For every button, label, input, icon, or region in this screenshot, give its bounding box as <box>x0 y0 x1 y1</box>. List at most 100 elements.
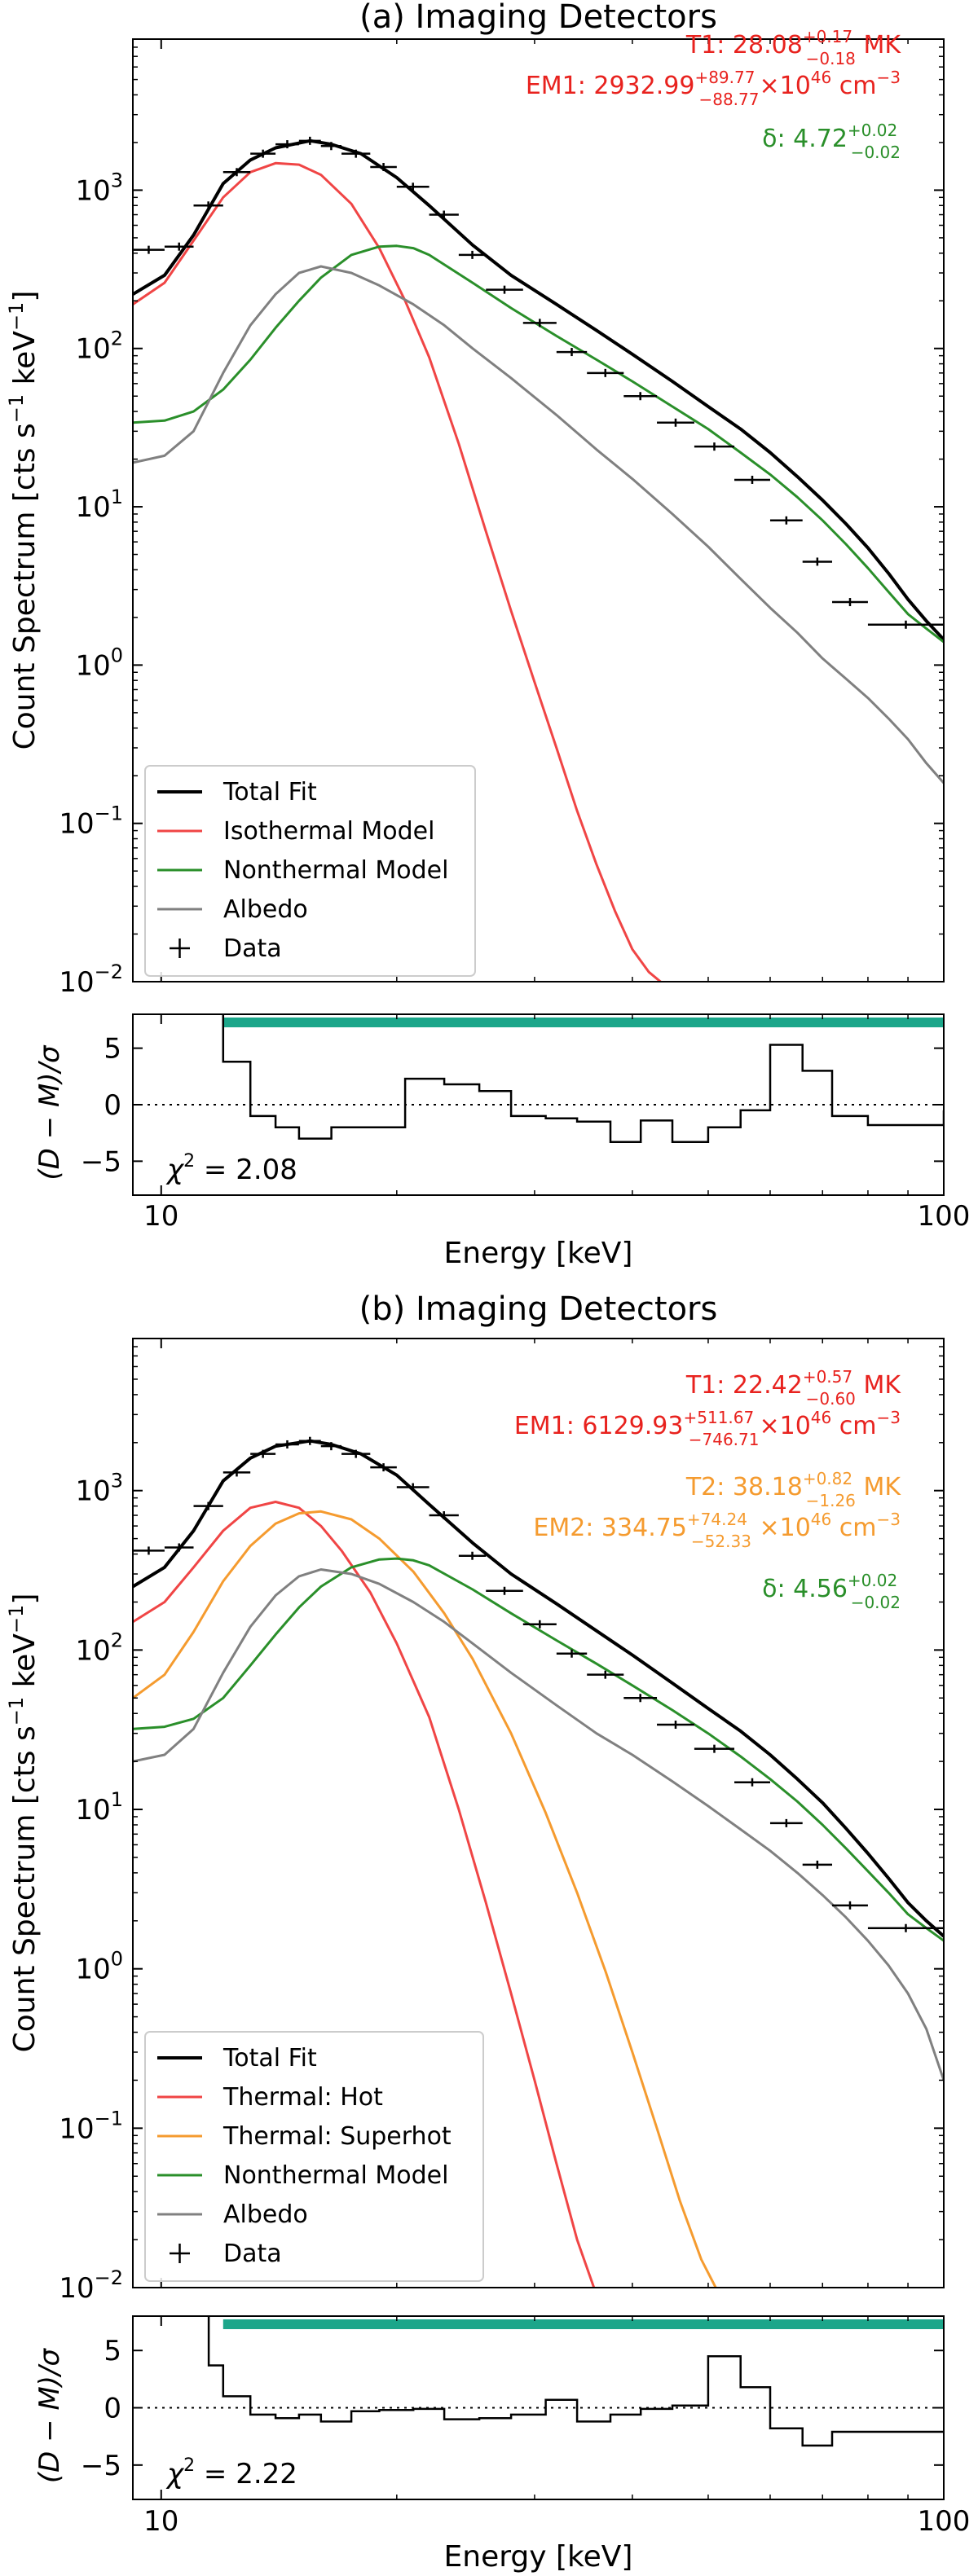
annotation-lower-error: −746.71 <box>689 1430 760 1449</box>
legend-label: Total Fit <box>222 2044 317 2073</box>
y-tick-base: 10 <box>75 491 110 524</box>
y-tick-base: 10 <box>75 174 110 207</box>
annotation-unit: cm <box>831 72 876 100</box>
y-label-sup: −1 <box>5 394 28 423</box>
fit-annotation: T2: 38.18+0.82 −1.26 MK <box>685 1469 901 1510</box>
y-tick-exponent: 1 <box>111 1788 123 1811</box>
chi-square-label: χ2 = 2.08 <box>165 1151 297 1186</box>
data-point <box>250 149 276 158</box>
chart-title: (a) Imaging Detectors <box>359 0 717 36</box>
y-tick-label: 10−1 <box>59 802 123 841</box>
annotation-upper-error: +74.24 <box>687 1510 747 1529</box>
annotation-upper-error: +0.57 <box>803 1367 852 1387</box>
data-point <box>429 1511 459 1520</box>
series-line <box>133 161 663 982</box>
annotation-upper-error: +0.82 <box>803 1469 852 1488</box>
legend-item: Albedo <box>157 2200 308 2229</box>
annotation-unit: cm <box>831 1412 876 1440</box>
data-point <box>275 1440 299 1448</box>
y-label-part: Count Spectrum [cts s <box>8 423 42 750</box>
data-point <box>222 168 251 177</box>
y-tick-base: 10 <box>59 2112 94 2145</box>
y-label-sup: −1 <box>5 1605 28 1633</box>
data-point <box>341 1449 371 1458</box>
data-point <box>867 1923 944 1932</box>
series-line <box>133 1557 944 1942</box>
residual-step-line <box>222 1014 944 1144</box>
y-tick-exponent: 0 <box>111 644 123 666</box>
y-label-part: Count Spectrum [cts s <box>8 1725 42 2052</box>
annotation-value: EM1: 6129.93 <box>514 1412 684 1440</box>
y-tick-base: 10 <box>75 649 110 682</box>
legend-item: Isothermal Model <box>157 817 434 846</box>
annotation-unit-exponent: −3 <box>877 68 901 87</box>
data-point <box>320 1442 342 1451</box>
data-point <box>657 418 694 427</box>
annotation-unit: cm <box>831 1514 876 1542</box>
annotation-value: EM1: 2932.99 <box>526 72 695 100</box>
data-point <box>164 242 194 251</box>
x-axis-label: Energy [keV] <box>444 1237 633 1270</box>
data-point <box>694 1744 735 1753</box>
data-point <box>396 1483 430 1492</box>
legend-item: Data <box>170 2240 282 2268</box>
annotation-upper-error: +0.17 <box>803 27 852 46</box>
residual-y-tick-label: −5 <box>81 1145 121 1178</box>
annotation-unit-exponent: −3 <box>877 1408 901 1427</box>
fit-annotation: δ: 4.72+0.02 −0.02 <box>762 121 901 162</box>
data-point <box>769 516 803 525</box>
annotation-lower-error: −0.02 <box>851 143 901 162</box>
legend-label: Thermal: Hot <box>222 2083 383 2112</box>
chart-panel: (b) Imaging Detectors10310210110010−110−… <box>5 1290 970 2574</box>
chi-exponent: 2 <box>183 1151 195 1172</box>
y-label-part: ] <box>8 1594 42 1605</box>
fit-range-bar <box>222 1018 944 1027</box>
y-label-part: keV <box>8 1633 42 1697</box>
data-point <box>802 557 833 566</box>
data-point <box>486 285 523 294</box>
annotation-unit-exponent: 46 <box>811 68 831 87</box>
legend-label: Nonthermal Model <box>223 2161 448 2190</box>
legend-label: Data <box>223 2240 282 2268</box>
legend-label: Albedo <box>223 2200 308 2229</box>
y-tick-label: 10−2 <box>59 2266 123 2305</box>
annotation-unit-exponent: 46 <box>811 1510 831 1529</box>
data-point <box>522 1620 557 1629</box>
y-axis-label: Count Spectrum [cts s−1 keV−1] <box>5 1594 42 2053</box>
x-tick-label: 100 <box>918 2505 971 2538</box>
data-point <box>769 1818 803 1827</box>
y-tick-base: 10 <box>75 1634 110 1667</box>
y-label-part: keV <box>8 331 42 394</box>
y-tick-exponent: −2 <box>95 2266 123 2289</box>
data-point <box>298 1436 321 1445</box>
y-tick-base: 10 <box>75 1794 110 1826</box>
y-tick-exponent: 2 <box>111 327 123 350</box>
data-point <box>320 142 342 151</box>
residual-panel: 5 0 −5 (D − M)/σ χ2 = 2.08 <box>33 1013 945 1196</box>
y-tick-exponent: −2 <box>95 961 123 983</box>
residual-step-line <box>207 2316 944 2447</box>
data-point <box>587 1670 624 1679</box>
annotation-value: δ: 4.56 <box>762 1575 848 1603</box>
annotation-lower-error: −0.02 <box>851 1593 901 1612</box>
data-point <box>341 149 371 158</box>
plot-frame <box>132 1338 945 2288</box>
annotation-lower-error: −88.77 <box>698 90 759 109</box>
y-tick-exponent: 2 <box>111 1629 123 1651</box>
y-tick-base: 10 <box>59 808 94 841</box>
y-tick-label: 103 <box>75 1470 123 1508</box>
annotation-unit-exponent: −3 <box>877 1510 901 1529</box>
y-tick-exponent: 3 <box>111 169 123 191</box>
data-point <box>587 368 624 377</box>
legend-item: Nonthermal Model <box>157 2161 448 2190</box>
residual-panel: 5 0 −5 (D − M)/σ χ2 = 2.22 <box>33 2315 945 2500</box>
y-tick-label: 10−2 <box>59 961 123 999</box>
legend-item: Total Fit <box>157 2044 317 2073</box>
annotation-lower-error: −0.18 <box>806 49 856 68</box>
legend-item: Data <box>170 934 282 963</box>
y-axis-label: Count Spectrum [cts s−1 keV−1] <box>5 291 42 750</box>
legend: Total Fit Thermal: Hot Thermal: Superhot No… <box>144 2031 484 2282</box>
x-tick-label: 10 <box>143 1200 178 1233</box>
y-tick-label: 100 <box>75 644 123 682</box>
y-tick-label: 102 <box>75 327 123 366</box>
